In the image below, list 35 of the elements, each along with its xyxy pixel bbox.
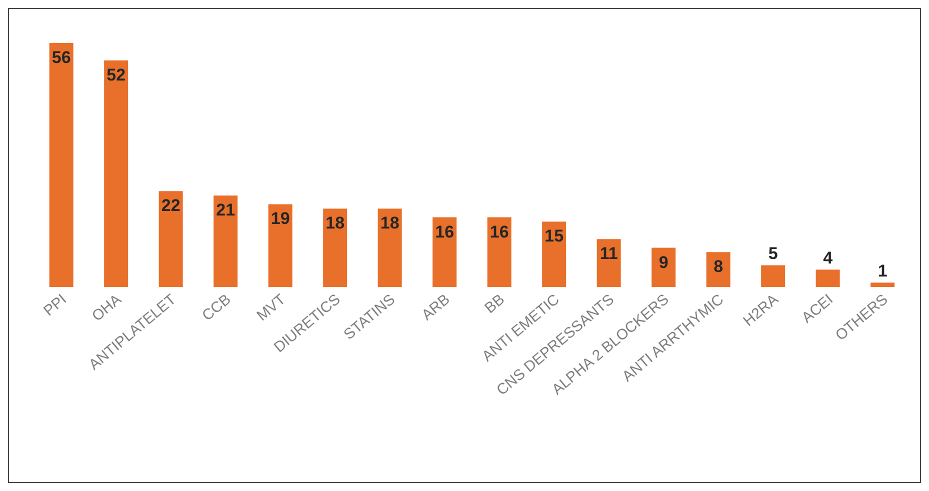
data-label: 1 (878, 262, 888, 281)
bar (706, 252, 730, 287)
bar (49, 43, 74, 287)
bar (378, 208, 402, 287)
data-label: 9 (658, 252, 668, 272)
x-tick-label: PPI (40, 291, 70, 320)
bar (816, 270, 840, 287)
data-label: 11 (600, 244, 618, 264)
data-label: 16 (490, 222, 509, 242)
data-label: 52 (106, 65, 126, 84)
x-tick-label: BB (482, 291, 508, 317)
bar (542, 222, 566, 287)
data-label: 21 (216, 200, 236, 220)
bar (596, 239, 621, 287)
data-label: 15 (544, 226, 564, 246)
x-tick-label: CCB (199, 291, 234, 324)
data-label: 56 (52, 48, 71, 67)
data-label: 5 (768, 244, 778, 264)
bar (870, 282, 895, 287)
data-label: 18 (326, 214, 345, 233)
bar (104, 60, 128, 287)
bar (323, 208, 348, 287)
bar (652, 248, 676, 287)
data-label: 19 (270, 209, 290, 228)
bar (158, 191, 183, 287)
bar (487, 217, 512, 287)
data-label: 8 (714, 257, 724, 276)
bar (432, 217, 457, 287)
data-label: 16 (435, 222, 454, 242)
data-label: 18 (380, 214, 400, 233)
bar (761, 265, 786, 287)
data-label: 22 (161, 196, 180, 216)
bar (268, 204, 292, 287)
bar (214, 196, 238, 287)
data-label: 4 (823, 248, 834, 268)
